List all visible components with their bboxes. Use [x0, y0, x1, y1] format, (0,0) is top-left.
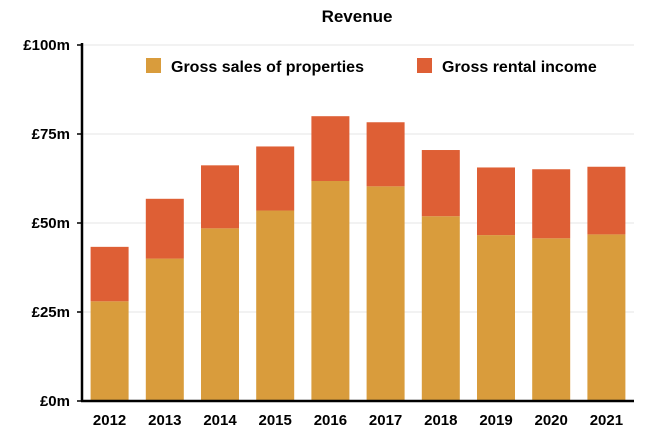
bar-2018-series-0	[421, 216, 460, 401]
bar-2013-series-1	[145, 198, 184, 259]
y-tick-label-1: £25m	[32, 304, 70, 321]
x-tick-label-2015: 2015	[259, 412, 292, 429]
axes	[77, 43, 634, 403]
bar-2017-series-0	[366, 186, 405, 401]
legend-label-1: Gross rental income	[442, 59, 597, 76]
bar-2020-series-1	[532, 169, 571, 239]
x-tick-label-2014: 2014	[203, 412, 237, 429]
bar-2014-series-0	[201, 228, 239, 401]
x-tick-label-2019: 2019	[479, 412, 512, 429]
bar-2019-series-0	[477, 235, 515, 401]
bar-2012-series-0	[90, 301, 129, 401]
bar-2021-series-0	[587, 234, 626, 401]
legend-label-0: Gross sales of properties	[171, 59, 364, 76]
y-tick-label-0: £0m	[40, 393, 70, 410]
x-tick-label-2017: 2017	[369, 412, 402, 429]
bar-2014-series-1	[201, 165, 239, 229]
legend-swatch-1	[417, 58, 432, 73]
y-tick-label-3: £75m	[32, 126, 70, 143]
bar-2021-series-1	[587, 166, 626, 235]
legend-swatch-0	[146, 58, 161, 73]
bar-2013-series-0	[145, 258, 184, 401]
x-tick-label-2020: 2020	[535, 412, 568, 429]
x-tick-label-2016: 2016	[314, 412, 347, 429]
bar-2015-series-1	[256, 146, 295, 211]
bar-2015-series-0	[256, 210, 295, 401]
x-tick-label-2018: 2018	[424, 412, 457, 429]
bars	[90, 116, 626, 401]
bar-2016-series-1	[311, 116, 350, 181]
bar-2018-series-1	[421, 150, 460, 217]
bar-2017-series-1	[366, 122, 405, 187]
y-tick-label-2: £50m	[32, 215, 70, 232]
x-tick-labels: 2012 2013 2014 2015 2016 2017 2018 2019 2020 2021	[93, 412, 623, 429]
y-tick-label-4: £100m	[23, 37, 70, 54]
bar-2020-series-0	[532, 238, 571, 401]
x-tick-label-2012: 2012	[93, 412, 126, 429]
y-tick-labels: £0m £25m £50m £75m £100m	[23, 37, 70, 410]
legend: Gross sales of properties Gross rental in…	[146, 58, 597, 76]
bar-2019-series-1	[477, 167, 515, 236]
bar-2016-series-0	[311, 180, 350, 401]
x-tick-label-2013: 2013	[148, 412, 181, 429]
x-tick-label-2021: 2021	[590, 412, 623, 429]
bar-2012-series-1	[90, 246, 129, 302]
chart-title: Revenue	[322, 7, 393, 26]
